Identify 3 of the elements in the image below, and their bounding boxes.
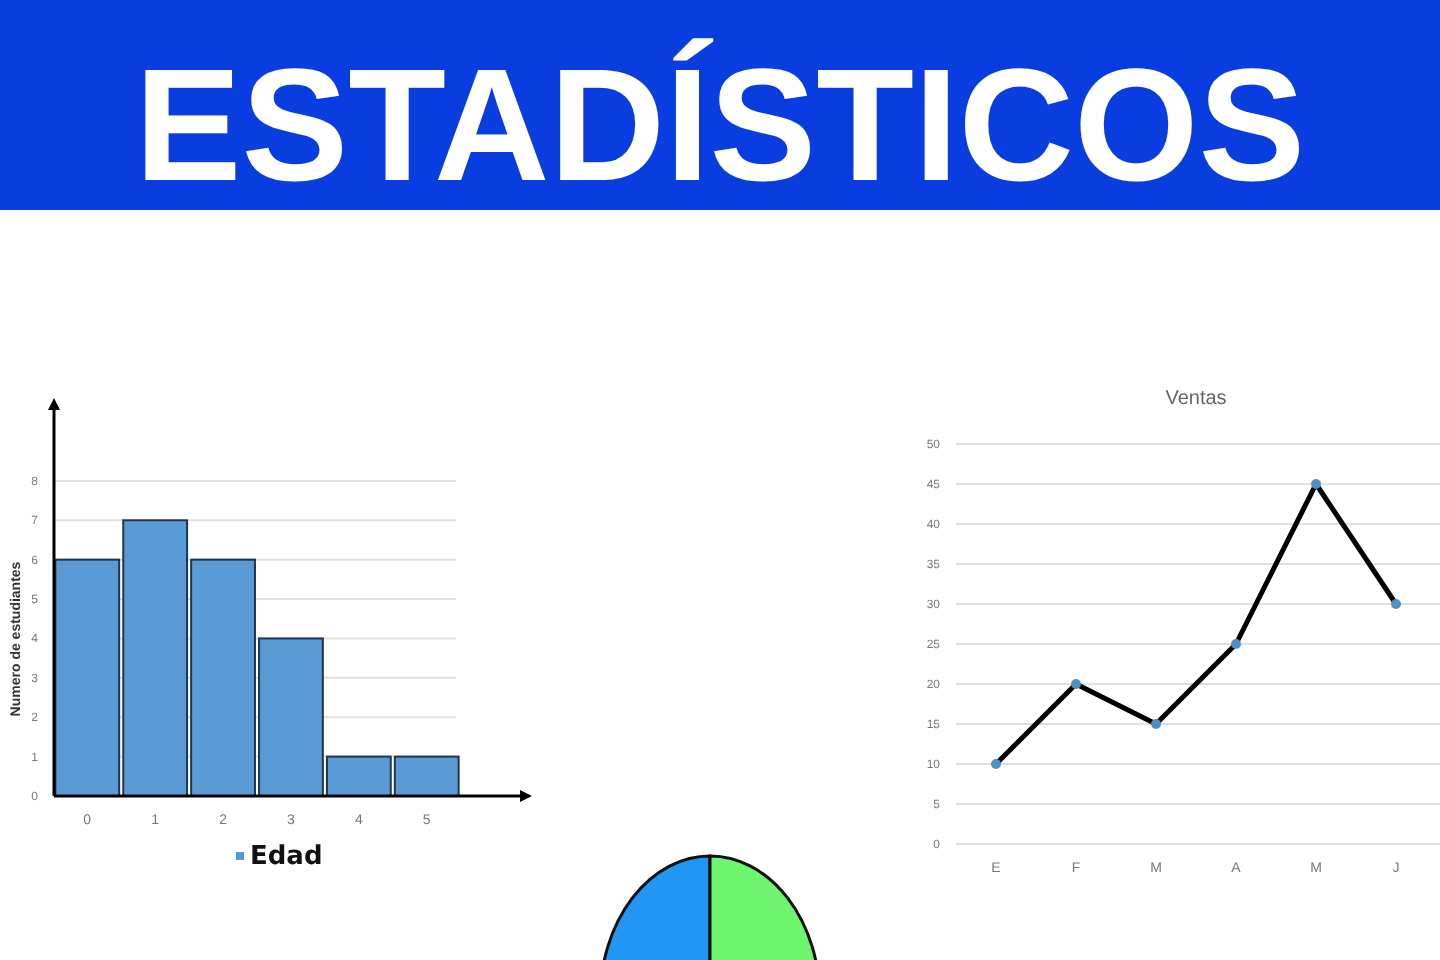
chart-title: Ventas — [1165, 388, 1227, 410]
legend-label: Edad — [250, 842, 323, 872]
text: ESTADÍSTICOS — [134, 36, 1306, 214]
